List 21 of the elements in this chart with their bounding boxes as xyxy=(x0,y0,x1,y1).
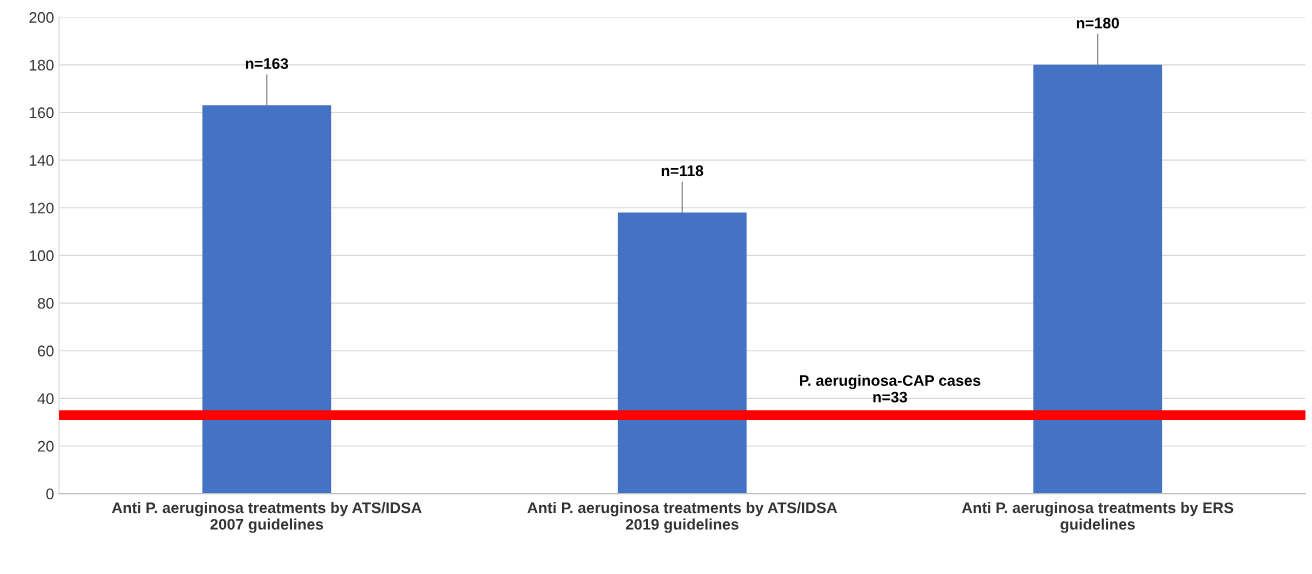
x-tick-label: Anti P. aeruginosa treatments by ATS/IDSA 2019 guidelines xyxy=(527,501,838,533)
data-label: n=180 xyxy=(1076,17,1119,29)
y-tick-label: 0 xyxy=(46,488,54,500)
y-tick-label: 100 xyxy=(29,250,54,262)
x-tick-label: Anti P. aeruginosa treatments by ERS guidelines xyxy=(961,501,1234,533)
bar xyxy=(1033,64,1163,494)
bar xyxy=(617,212,747,494)
y-tick-label: 200 xyxy=(29,12,54,23)
y-tick-label: 180 xyxy=(29,59,54,71)
y-tick-label: 80 xyxy=(37,297,54,309)
ref-line-label: P. aeruginosa-CAP cases n=33 xyxy=(799,374,981,403)
y-tick-label: 120 xyxy=(29,202,54,214)
y-tick-label: 20 xyxy=(37,440,54,452)
bar xyxy=(202,105,332,494)
data-label: n=118 xyxy=(661,165,704,177)
y-tick-label: 40 xyxy=(37,393,54,405)
data-label: n=163 xyxy=(245,58,289,70)
y-tick-label: 140 xyxy=(29,155,54,166)
y-tick-label: 60 xyxy=(37,345,54,357)
x-tick-label: Anti P. aeruginosa treatments by ATS/IDSA 2007 guidelines xyxy=(111,501,422,533)
y-tick-label: 160 xyxy=(29,107,54,119)
